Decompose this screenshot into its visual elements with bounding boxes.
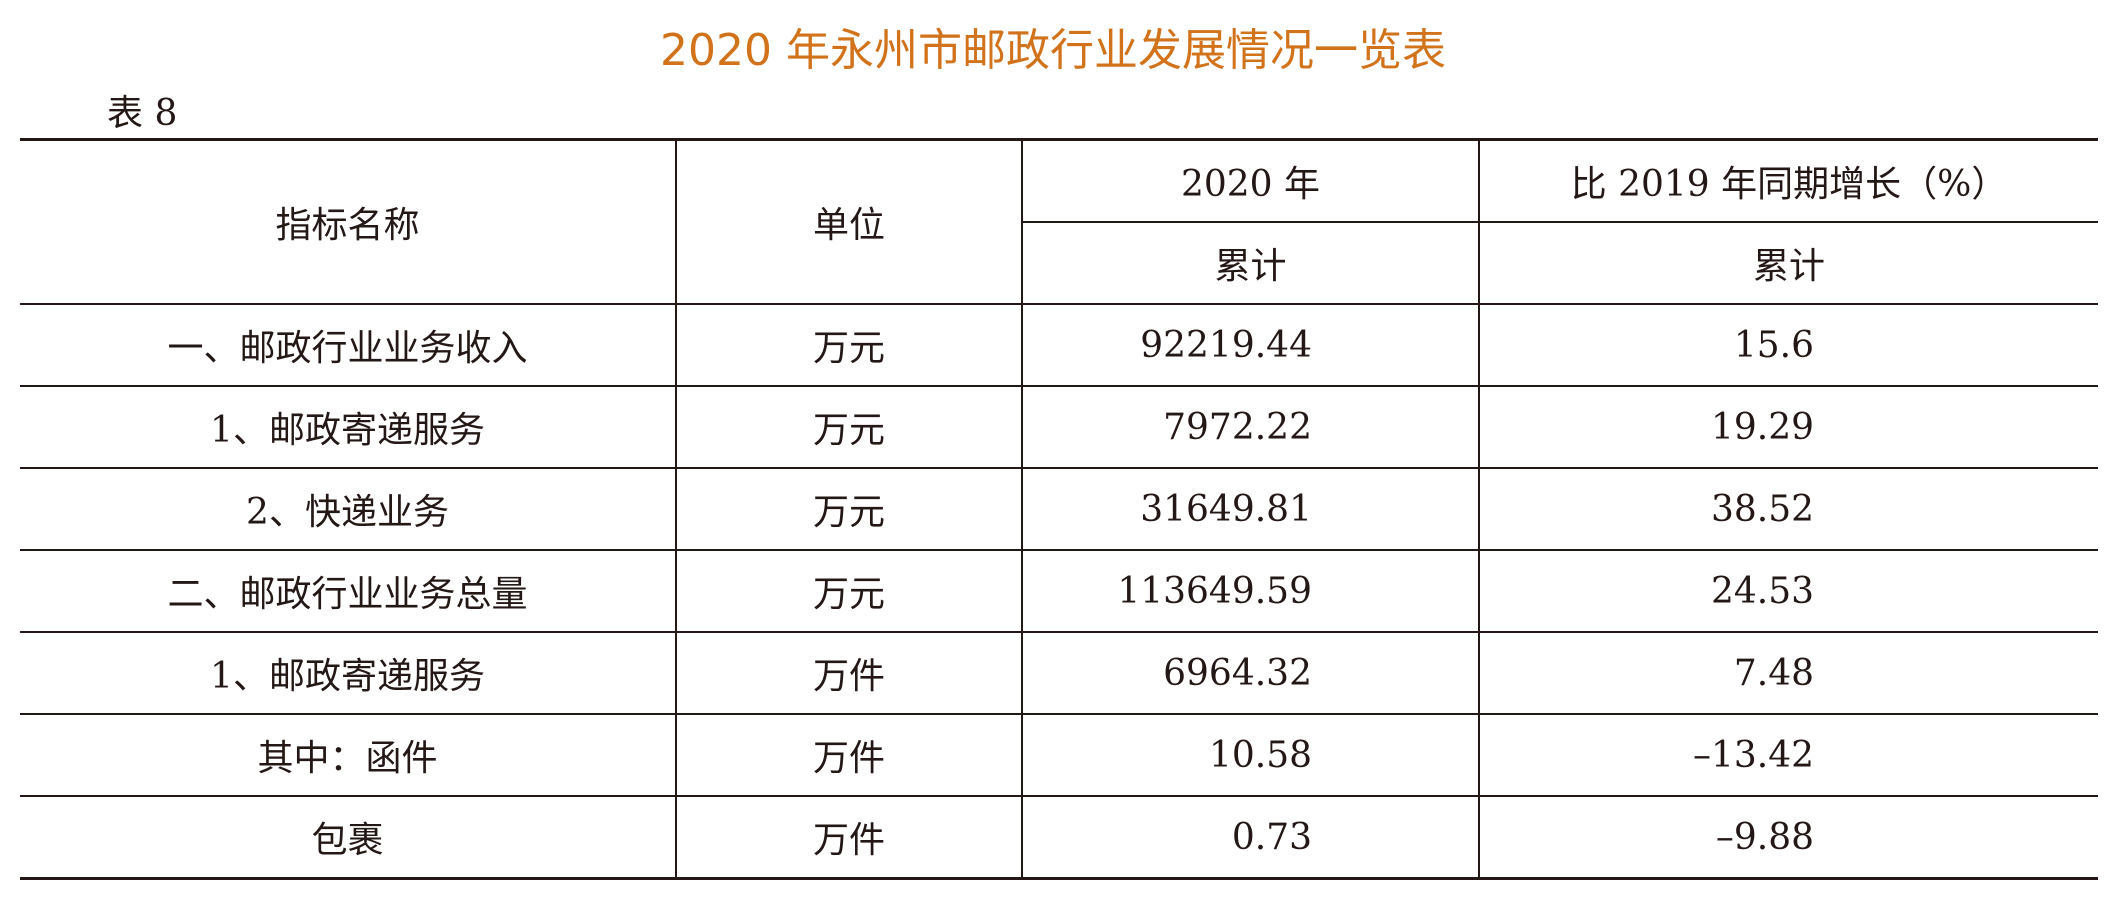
table-cell: 10.58: [1021, 713, 1480, 797]
table-cell: 19.29: [1478, 385, 2098, 469]
header-cell: 累计: [1022, 221, 1480, 305]
header-cell: 2020 年: [1021, 138, 1480, 223]
table-cell: 0.73: [1021, 795, 1480, 880]
table-cell: 万元: [675, 467, 1023, 551]
table-cell: 6964.32: [1021, 631, 1480, 715]
table-row: 包裹 万件 0.73 –9.88: [20, 795, 2098, 880]
table-label: 表 8: [107, 93, 178, 134]
table-cell: 其中：函件: [20, 713, 677, 797]
table-row: 2、快递业务 万元 31649.81 38.52: [20, 467, 2098, 551]
table-cell: –13.42: [1478, 713, 2098, 797]
table-cell: 万元: [675, 385, 1023, 469]
table-cell: 2、快递业务: [20, 467, 677, 551]
table-row: 1、邮政寄递服务 万元 7972.22 19.29: [20, 385, 2098, 469]
table-cell: 7972.22: [1021, 385, 1480, 469]
table-cell: 31649.81: [1021, 467, 1480, 551]
table-cell: 1、邮政寄递服务: [20, 631, 677, 715]
table-cell: 万件: [675, 713, 1023, 797]
table-cell: 万件: [675, 795, 1023, 880]
table-cell: 万元: [675, 549, 1023, 633]
table-cell: 万件: [675, 631, 1023, 715]
table-row: 一、邮政行业业务收入 万元 92219.44 15.6: [20, 303, 2098, 387]
header-row: 指标名称 单位 2020 年 比 2019 年同期增长（%）: [20, 138, 2098, 305]
table-cell: –9.88: [1478, 795, 2098, 880]
header-cell: 累计: [1478, 221, 2098, 305]
table-cell: 38.52: [1478, 467, 2098, 551]
title: 2020 年永州市邮政行业发展情况一览表: [660, 25, 1446, 76]
table-cell: 1、邮政寄递服务: [20, 385, 677, 469]
table-cell: 7.48: [1478, 631, 2098, 715]
table-cell: 15.6: [1478, 303, 2098, 387]
table-row: 二、邮政行业业务总量 万元 113649.59 24.53: [20, 549, 2098, 633]
table-cell: 113649.59: [1021, 549, 1480, 633]
header-cell: 指标名称: [20, 138, 677, 305]
table: 指标名称 单位 2020 年 比 2019 年同期增长（%） 累计 累计 一、邮…: [20, 138, 2098, 880]
header-cell: 单位: [675, 138, 1023, 305]
table-cell: 万元: [675, 303, 1023, 387]
table-cell: 92219.44: [1021, 303, 1480, 387]
header-cell: 比 2019 年同期增长（%）: [1478, 138, 2098, 223]
table-cell: 二、邮政行业业务总量: [20, 549, 677, 633]
table-row: 1、邮政寄递服务 万件 6964.32 7.48: [20, 631, 2098, 715]
table-cell: 包裹: [20, 795, 677, 880]
table-row: 其中：函件 万件 10.58 –13.42: [20, 713, 2098, 797]
header-row: 累计 累计: [20, 221, 2098, 305]
table-cell: 24.53: [1478, 549, 2098, 633]
table-cell: 一、邮政行业业务收入: [20, 303, 677, 387]
